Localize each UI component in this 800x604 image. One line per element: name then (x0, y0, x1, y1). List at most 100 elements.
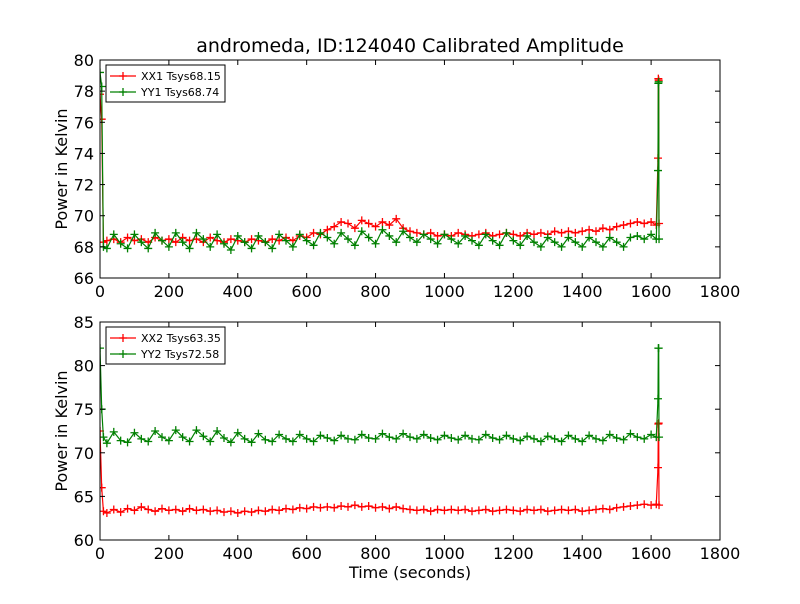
data-point (220, 508, 228, 517)
data-point (164, 242, 173, 251)
data-point (350, 224, 359, 233)
data-point (295, 503, 304, 512)
x-tick-label: 1800 (700, 282, 741, 301)
data-point (302, 434, 311, 443)
data-point (268, 505, 277, 514)
data-point (543, 507, 552, 516)
data-point (550, 238, 559, 247)
data-point (619, 242, 628, 251)
data-point (647, 430, 656, 439)
data-point (344, 219, 352, 228)
data-point (564, 431, 573, 440)
data-point (523, 432, 532, 441)
data-point (557, 228, 566, 237)
data-point (185, 236, 194, 245)
y-tick-label: 85 (74, 313, 94, 332)
data-point (378, 225, 387, 234)
data-point (516, 231, 525, 240)
chart-panel-1: 0 200 400 600 800 1000 1200 1400 1600 1800 66 68 70 7… (52, 51, 740, 301)
data-point (447, 433, 456, 442)
legend-label: YY1 Tsys68.74 (140, 86, 219, 99)
data-point (612, 503, 621, 512)
data-point (323, 433, 332, 442)
data-point (406, 505, 414, 514)
data-point (100, 483, 106, 492)
data-point (309, 241, 318, 250)
data-point (226, 507, 235, 516)
data-point (357, 227, 366, 236)
data-point (440, 230, 449, 239)
data-point (509, 506, 518, 515)
series-line (100, 78, 660, 244)
data-point (130, 428, 139, 437)
data-point (226, 438, 235, 447)
data-point (585, 225, 594, 234)
data-point (268, 244, 277, 253)
data-point (550, 506, 559, 515)
data-point (185, 504, 194, 513)
data-point (598, 224, 607, 233)
data-point (578, 227, 587, 236)
data-point (371, 239, 380, 248)
data-point (536, 437, 545, 446)
data-point (454, 506, 463, 515)
data-point (100, 507, 108, 516)
data-point (399, 504, 408, 513)
data-point (578, 507, 587, 516)
series-1-2 (100, 68, 664, 254)
data-point (474, 435, 483, 444)
data-point (440, 506, 449, 515)
data-point (144, 505, 153, 514)
data-point (100, 90, 104, 99)
legend-marker (119, 72, 127, 80)
data-point (247, 244, 256, 253)
data-point (592, 238, 600, 247)
data-point (102, 439, 111, 448)
data-point (461, 505, 470, 514)
data-point (100, 344, 104, 353)
data-point (309, 437, 318, 446)
data-point (612, 222, 621, 231)
data-point (100, 68, 104, 77)
data-point (605, 233, 614, 242)
data-point (151, 427, 160, 435)
plot-frame (99, 321, 721, 541)
data-point (102, 236, 111, 245)
data-point (213, 506, 222, 515)
data-point (640, 219, 649, 228)
data-point (488, 433, 497, 442)
data-point (137, 238, 146, 247)
data-point (654, 463, 662, 472)
data-point (495, 230, 504, 239)
data-point (316, 431, 325, 440)
data-point (275, 230, 284, 239)
data-point (605, 430, 614, 439)
data-point (268, 235, 277, 244)
data-point (571, 434, 580, 443)
data-point (502, 505, 511, 514)
y-tick-label: 68 (74, 238, 94, 257)
data-point (530, 506, 538, 515)
data-point (530, 230, 538, 239)
legend-box (105, 326, 226, 365)
data-point (357, 430, 366, 439)
data-point (130, 230, 139, 239)
x-tick-label: 200 (154, 282, 185, 301)
data-point (116, 239, 125, 248)
data-point (371, 434, 380, 443)
data-point (406, 433, 414, 442)
data-point (612, 238, 621, 247)
data-point (647, 501, 656, 510)
data-point (392, 238, 401, 247)
data-point (385, 504, 394, 513)
data-point (116, 436, 125, 445)
data-point (164, 235, 173, 244)
data-point (178, 433, 187, 442)
data-point (392, 214, 401, 223)
data-point (647, 230, 656, 239)
data-point (550, 434, 559, 443)
data-point (233, 428, 242, 437)
x-tick-label: 0 (95, 282, 105, 301)
data-point (495, 435, 504, 444)
data-point (123, 233, 132, 242)
